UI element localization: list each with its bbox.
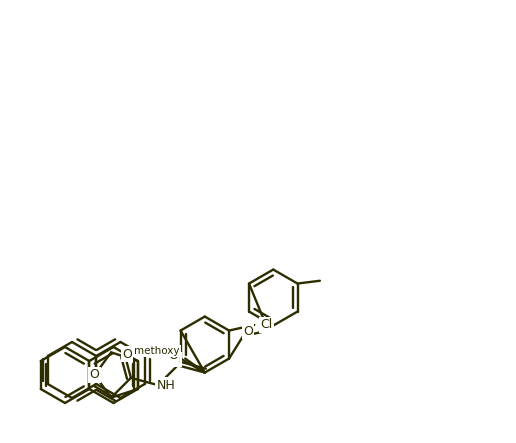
Text: O: O — [168, 349, 178, 362]
Text: Cl: Cl — [260, 319, 272, 331]
Text: N: N — [171, 353, 181, 366]
Text: O: O — [243, 325, 253, 338]
Text: NH: NH — [156, 379, 175, 392]
Text: O: O — [122, 348, 132, 361]
Text: O: O — [90, 369, 100, 381]
Text: methoxy: methoxy — [135, 346, 180, 356]
